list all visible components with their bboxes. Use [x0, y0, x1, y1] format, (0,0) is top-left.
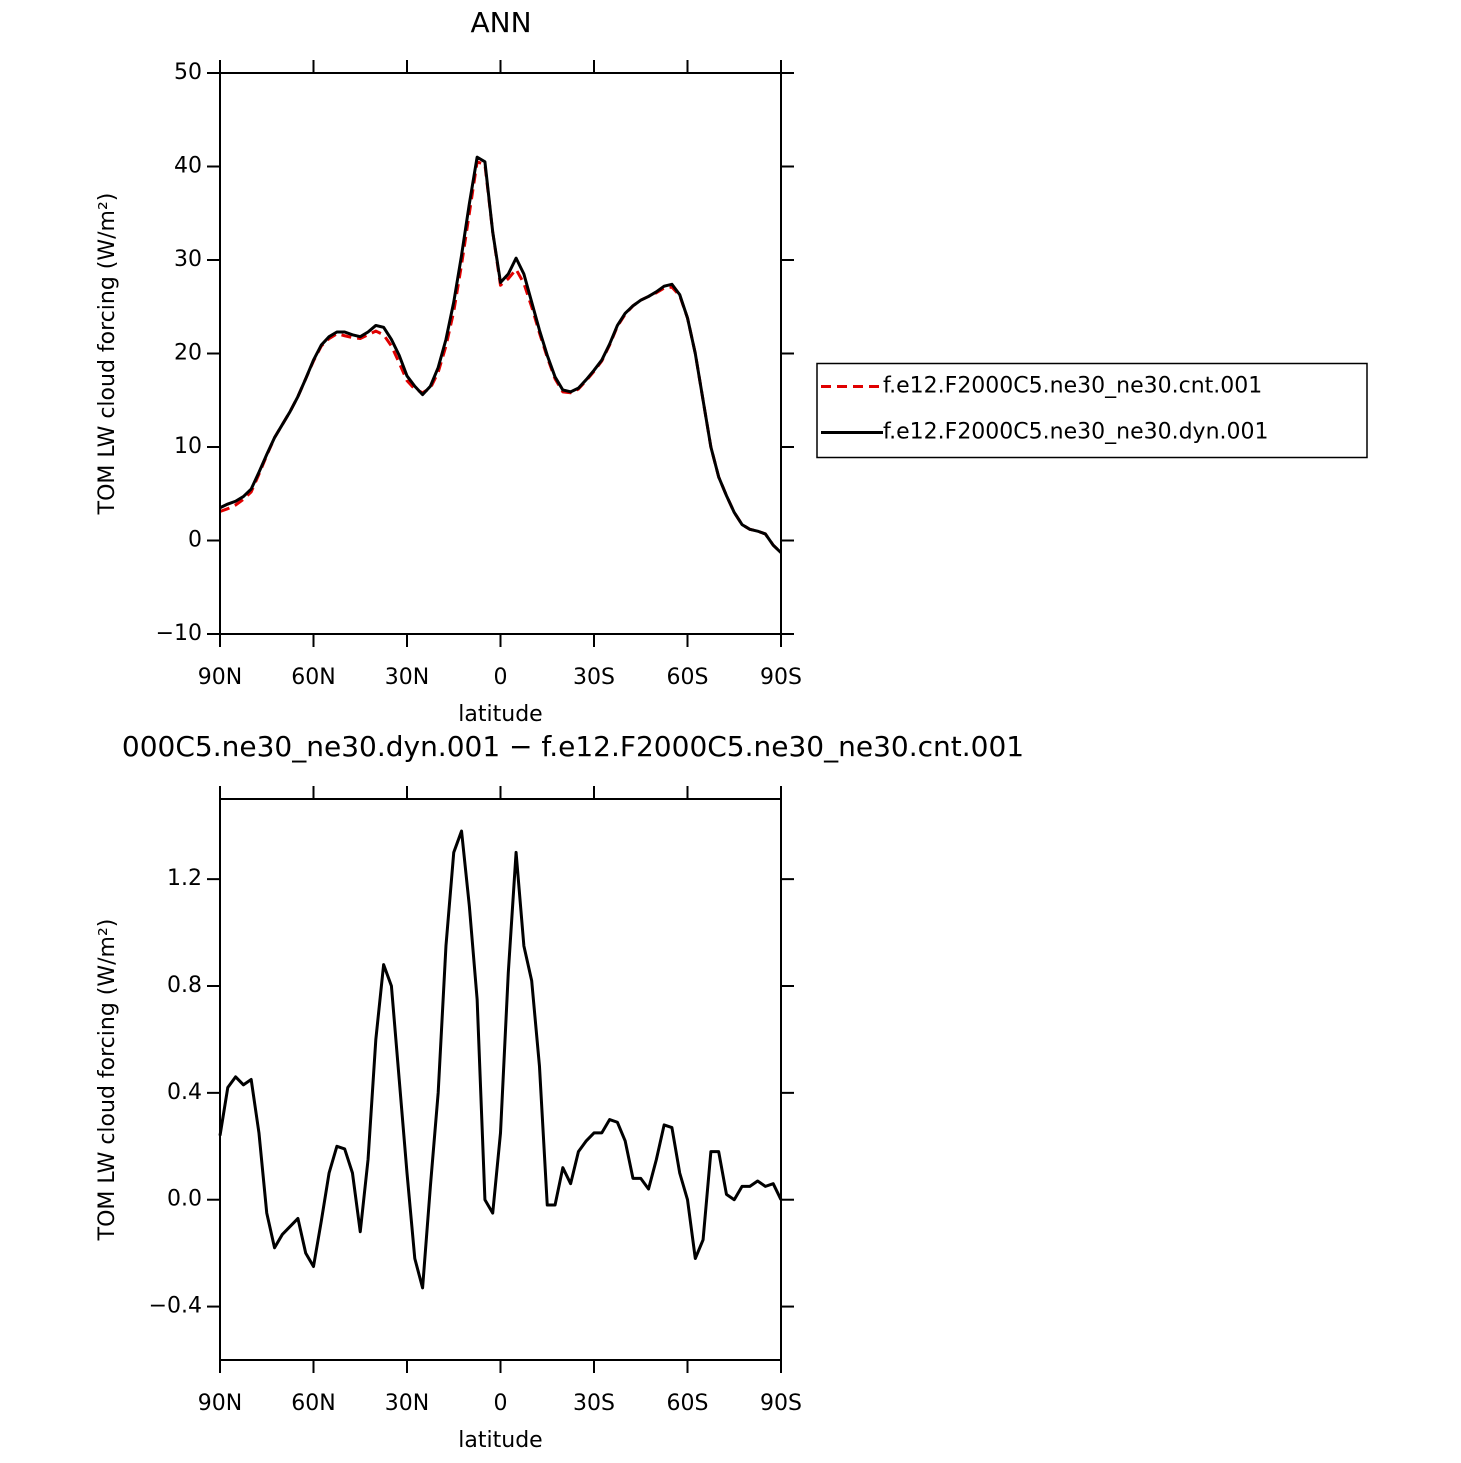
y-tick-label: 40 [174, 154, 202, 179]
y-tick-label: 1.2 [167, 866, 202, 891]
y-tick-label: −10 [156, 621, 202, 646]
y-axis-label: TOM LW cloud forcing (W/m²) [95, 919, 120, 1242]
x-tick-label: 90N [198, 665, 242, 690]
x-tick-label: 30N [385, 665, 429, 690]
y-axis-label: TOM LW cloud forcing (W/m²) [95, 193, 120, 516]
legend-label: f.e12.F2000C5.ne30_ne30.dyn.001 [883, 420, 1269, 445]
x-axis-label: latitude [458, 702, 542, 727]
y-tick-label: 10 [174, 434, 202, 459]
x-tick-label: 60N [291, 665, 335, 690]
y-tick-label: 0.0 [167, 1187, 202, 1212]
chart-title: ANN [470, 6, 531, 39]
y-tick-label: 20 [174, 341, 202, 366]
plot-frame [219, 72, 782, 635]
legend-label: f.e12.F2000C5.ne30_ne30.cnt.001 [883, 374, 1262, 399]
plot-frame [219, 798, 782, 1361]
y-tick-label: 30 [174, 247, 202, 272]
y-tick-label: 0 [188, 528, 202, 553]
x-tick-label: 90N [198, 1391, 242, 1416]
chart-title: 000C5.ne30_ne30.dyn.001 − f.e12.F2000C5.… [122, 730, 1024, 763]
x-tick-label: 30S [573, 665, 615, 690]
x-tick-label: 30S [573, 1391, 615, 1416]
data-line [219, 155, 783, 554]
x-tick-label: 90S [760, 1391, 802, 1416]
x-tick-label: 0 [494, 665, 508, 690]
legend-box [816, 362, 1368, 459]
x-tick-label: 60S [667, 665, 709, 690]
y-tick-label: 50 [174, 60, 202, 85]
y-tick-label: 0.4 [167, 1080, 202, 1105]
y-tick-label: 0.8 [167, 973, 202, 998]
data-line [218, 829, 783, 1290]
x-tick-label: 60S [667, 1391, 709, 1416]
x-axis-label: latitude [458, 1428, 542, 1453]
y-tick-label: −0.4 [149, 1294, 202, 1319]
x-tick-label: 0 [494, 1391, 508, 1416]
x-tick-label: 30N [385, 1391, 429, 1416]
x-tick-label: 90S [760, 665, 802, 690]
x-tick-label: 60N [291, 1391, 335, 1416]
